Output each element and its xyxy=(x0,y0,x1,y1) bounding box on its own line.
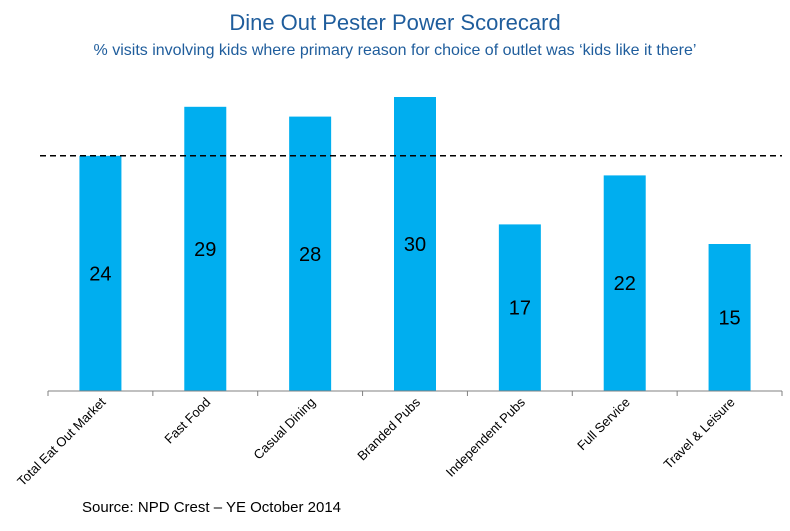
category-tick-label: Travel & Leisure xyxy=(660,395,737,472)
bar-value-label: 15 xyxy=(718,308,740,330)
bar-value-label: 22 xyxy=(614,273,636,295)
bar-value-label: 17 xyxy=(509,298,531,320)
bar xyxy=(79,155,122,391)
category-tick-label: Independent Pubs xyxy=(443,394,529,480)
category-tick-label: Full Service xyxy=(574,395,633,454)
source-note: Source: NPD Crest – YE October 2014 xyxy=(82,499,342,516)
bar xyxy=(394,97,436,391)
bar-value-label: 24 xyxy=(89,263,111,285)
bar-value-label: 30 xyxy=(404,234,426,256)
category-tick-label: Branded Pubs xyxy=(354,394,423,463)
chart-title: Dine Out Pester Power Scorecard xyxy=(229,10,561,35)
bar xyxy=(289,116,332,391)
bar xyxy=(498,224,541,391)
bar-value-label: 29 xyxy=(194,239,216,261)
bar-value-label: 28 xyxy=(299,244,321,266)
bar xyxy=(184,106,227,392)
chart-subtitle: % visits involving kids where primary re… xyxy=(93,42,697,59)
bar xyxy=(708,244,751,391)
category-tick-label: Fast Food xyxy=(161,395,213,447)
bar xyxy=(603,175,646,391)
category-tick-label: Casual Dining xyxy=(250,395,318,463)
category-tick-label: Total Eat Out Market xyxy=(14,394,109,489)
